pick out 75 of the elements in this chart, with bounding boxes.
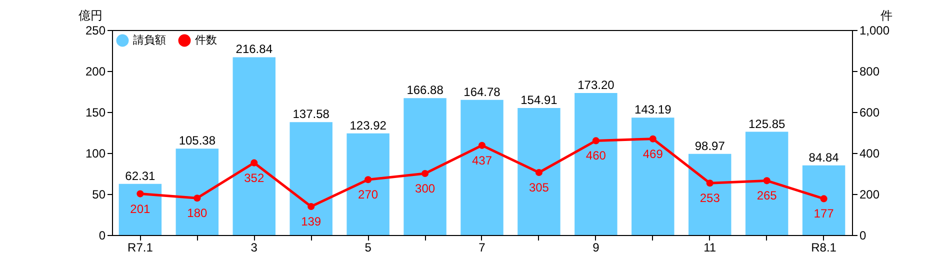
data-label: 180 [187,206,208,220]
y-tick-label: 250 [85,24,106,38]
data-label: 164.78 [464,84,501,99]
bar [745,132,788,235]
x-tick-label: 11 [704,240,716,254]
bar [632,118,674,235]
y-axis-title: 億円 [78,8,102,22]
point [194,194,201,202]
bar [404,98,446,235]
point [535,168,543,176]
data-label: 270 [358,188,378,202]
data-label: 216.84 [236,42,273,56]
x-tick-label: 7 [478,240,486,254]
data-label: 105.38 [178,134,216,148]
point [820,195,828,202]
data-label: 437 [472,153,492,168]
point [136,190,144,198]
bar [460,100,504,235]
x-tick-label: 5 [364,240,372,254]
data-label: 253 [700,191,720,206]
data-label: 123.92 [350,118,387,132]
legend-label: 件数 [195,34,217,47]
data-label: 84.84 [808,150,840,164]
bar [688,154,732,235]
bar [802,165,846,235]
y-tick-label: 200 [85,64,106,78]
data-label: 139 [301,214,322,229]
x-tick-label: 3 [250,240,258,254]
x-tick-label: 9 [592,240,600,254]
data-label: 300 [415,182,436,196]
point [250,159,258,166]
data-label: 137.58 [292,107,330,122]
y2-tick-label: 800 [860,64,880,78]
point [763,177,770,184]
data-label: 98.97 [694,138,726,153]
x-tick-label: R7.1 [128,240,154,254]
data-label: 125.85 [748,116,786,131]
data-label: 177 [814,206,834,221]
data-label: 173.20 [578,78,615,92]
y2-tick-label: 200 [860,188,880,202]
data-label: 201 [130,202,151,216]
y-tick-label: 50 [92,188,106,202]
y2-tick-label: 400 [860,146,880,160]
data-label: 166.88 [406,83,444,98]
y2-tick-label: 600 [860,106,880,120]
y-tick-label: 100 [85,146,106,160]
point [478,142,486,149]
bar [118,184,162,235]
data-label: 305 [528,180,550,194]
bar [518,108,560,235]
point [364,176,372,184]
y2-tick-label: 0 [860,228,866,242]
point [592,137,600,144]
point [421,170,429,178]
y-tick-label: 150 [85,106,106,120]
legend-label: 請負額 [133,34,166,47]
y2-axis-title: 件 [880,8,892,22]
data-label: 352 [244,170,264,185]
bar [290,122,332,235]
bar [176,148,219,235]
bar [574,92,618,235]
x-tick-label: R8.1 [811,240,837,254]
point [706,180,714,187]
data-label: 265 [756,188,778,203]
y2-tick-label: 1,000 [860,24,890,38]
point [308,202,315,210]
y-tick-label: 0 [98,228,106,242]
data-label: 154.91 [520,92,558,107]
bar [232,57,276,235]
point [649,135,656,142]
data-label: 62.31 [125,168,156,183]
data-label: 143.19 [634,102,672,117]
bar [346,133,390,235]
data-label: 469 [642,146,664,161]
data-label: 460 [586,148,606,163]
